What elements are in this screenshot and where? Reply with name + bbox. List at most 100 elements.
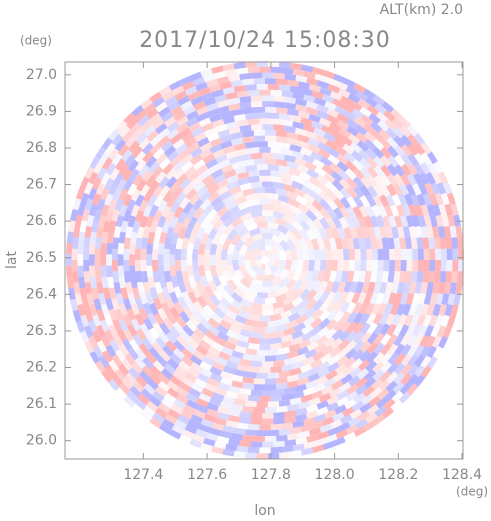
radar-cell (209, 113, 222, 123)
radar-cell (72, 271, 79, 283)
radar-cell (187, 419, 201, 429)
radar-cell (416, 237, 424, 249)
radar-cell (275, 188, 288, 197)
radar-cell (195, 280, 206, 294)
radar-cell (293, 322, 306, 333)
radar-cell (239, 101, 252, 109)
radar-cell (337, 260, 344, 272)
x-tick-label: 128.0 (315, 467, 355, 483)
radar-cell (145, 332, 157, 346)
radar-cell (292, 238, 302, 251)
radar-cell (234, 239, 245, 251)
radar-cell (410, 271, 418, 283)
radar-cell (306, 434, 319, 443)
radar-cell (78, 276, 86, 289)
radar-cell (312, 208, 324, 221)
radar-cell (134, 210, 144, 223)
radar-cell (338, 291, 349, 304)
radar-cell (255, 260, 262, 265)
radar-cell (328, 122, 342, 133)
radar-cell (417, 260, 424, 272)
radar-cell (230, 432, 243, 441)
radar-cell (262, 181, 274, 188)
radar-cell (399, 270, 407, 283)
radar-cell (411, 214, 421, 228)
radar-cell (226, 279, 238, 292)
radar-cell (394, 164, 406, 177)
radar-cell (359, 350, 371, 363)
radar-cell (310, 358, 323, 369)
radar-cell (342, 365, 355, 377)
radar-cell (149, 204, 159, 218)
radar-cell (101, 370, 113, 383)
radar-cell (277, 316, 290, 326)
radar-cell (285, 239, 296, 251)
radar-cell (384, 118, 397, 131)
radar-cell (93, 345, 104, 359)
radar-cell (253, 215, 265, 223)
radar-cell (364, 369, 377, 382)
radar-cell (198, 392, 212, 403)
radar-cell (335, 429, 349, 440)
radar-cell (297, 134, 310, 144)
radar-cell (289, 397, 302, 406)
radar-cell (391, 117, 404, 130)
radar-cell (318, 117, 332, 128)
radar-cell (227, 264, 236, 277)
radar-cell (404, 193, 414, 206)
y-tick-label: 27.0 (26, 67, 57, 83)
radar-cell (250, 181, 263, 189)
radar-cell (394, 248, 401, 260)
radar-cell (181, 429, 195, 440)
radar-cell (175, 270, 184, 283)
radar-cell (269, 246, 279, 256)
y-tick-label: 26.4 (26, 286, 57, 302)
radar-cell (302, 316, 316, 328)
radar-cell (265, 407, 277, 414)
radar-cell (135, 237, 143, 250)
radar-cell (267, 429, 280, 436)
radar-cell (311, 444, 325, 454)
radar-cell (383, 109, 396, 122)
radar-cell (108, 359, 120, 373)
radar-cell (305, 130, 318, 140)
radar-cell (201, 174, 215, 186)
radar-cell (79, 287, 88, 300)
radar-cell (331, 379, 344, 391)
radar-cell (336, 160, 349, 173)
radar-cell (250, 418, 263, 425)
radar-cell (177, 296, 188, 309)
radar-cell (272, 210, 285, 220)
radar-cell (286, 374, 300, 383)
radar-cell (155, 407, 168, 419)
radar-cell (365, 194, 377, 208)
radar-cell (316, 80, 330, 90)
radar-cell (316, 430, 330, 440)
radar-cell (294, 383, 307, 393)
radar-cell (89, 242, 96, 255)
radar-cell (315, 375, 328, 386)
radar-cell (393, 292, 403, 305)
radar-cell (204, 237, 214, 250)
radar-cell (352, 159, 365, 171)
radar-cell (105, 209, 114, 222)
y-tick-label: 26.9 (26, 103, 57, 119)
radar-cell (265, 215, 277, 223)
radar-cell (330, 170, 343, 183)
radar-cell (365, 302, 375, 316)
radar-cell (166, 150, 179, 162)
radar-cell (400, 333, 411, 347)
radar-cell (208, 346, 221, 357)
radar-cell (296, 248, 304, 260)
radar-cell (386, 183, 397, 197)
radar-cell (169, 375, 182, 387)
radar-cell (236, 90, 249, 98)
radar-cell (313, 127, 326, 138)
radar-cell (254, 238, 265, 247)
radar-cell (209, 144, 223, 154)
radar-cell (423, 292, 432, 305)
radar-cell (303, 94, 316, 103)
radar-cell (420, 226, 428, 239)
radar-cell (282, 302, 295, 313)
radar-cell (112, 271, 120, 283)
